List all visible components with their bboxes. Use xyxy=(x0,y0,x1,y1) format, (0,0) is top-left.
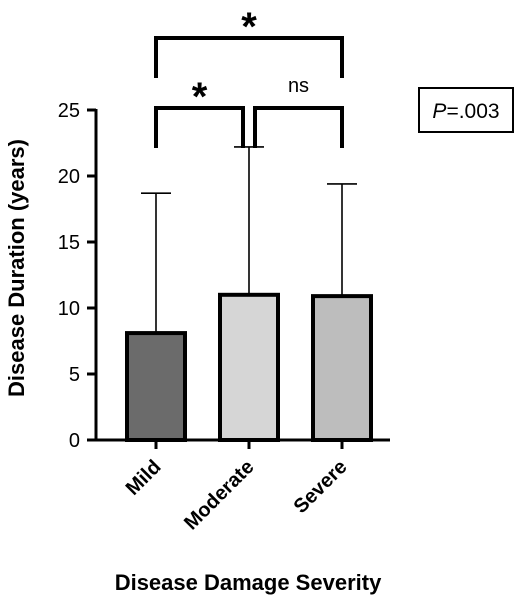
y-tick-label: 10 xyxy=(58,298,80,320)
x-tick-label-moderate: Moderate xyxy=(180,456,258,534)
significance-bracket-3 xyxy=(154,36,344,78)
bar-moderate xyxy=(218,292,280,442)
y-tick-label: 0 xyxy=(69,430,80,452)
svg-text:P=.003: P=.003 xyxy=(432,100,499,123)
significance-brackets: * ns * xyxy=(154,5,344,148)
x-tick-label-mild: Mild xyxy=(122,456,166,500)
bar-severe xyxy=(311,294,373,442)
significance-bracket-2 xyxy=(253,106,344,148)
significance-label-1: * xyxy=(192,75,208,119)
y-ticks: 0 5 10 15 20 25 xyxy=(58,100,96,452)
y-tick-label: 5 xyxy=(69,364,80,386)
y-tick-label: 15 xyxy=(58,232,80,254)
p-value-box: P=.003 xyxy=(418,87,514,133)
x-tick-label-severe: Severe xyxy=(290,456,352,518)
significance-bracket-1 xyxy=(154,106,245,148)
significance-label-2: ns xyxy=(288,75,309,97)
error-bars xyxy=(141,146,357,334)
x-axis-label: Disease Damage Severity xyxy=(115,570,382,595)
y-tick-label: 25 xyxy=(58,100,80,122)
x-ticks: Mild Moderate Severe xyxy=(122,440,352,534)
y-axis-label: Disease Duration (years) xyxy=(4,139,29,397)
y-tick-label: 20 xyxy=(58,166,80,188)
p-value-symbol: P xyxy=(432,100,446,123)
significance-label-3: * xyxy=(241,5,257,49)
bars xyxy=(125,292,373,442)
bar-mild xyxy=(125,331,187,442)
p-value-number: =.003 xyxy=(446,100,499,123)
